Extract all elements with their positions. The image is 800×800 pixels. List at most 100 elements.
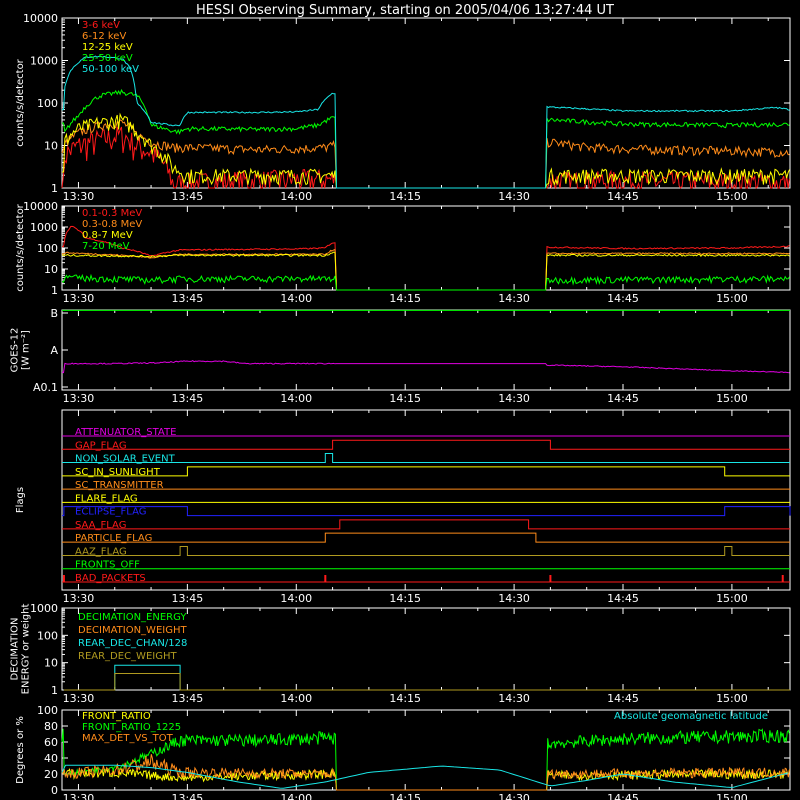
- ratios-annotation: Absolute geomagnetic latitude: [614, 711, 768, 722]
- goes-x-tick-label: 15:00: [716, 392, 748, 405]
- flag-label-GAP_FLAG: GAP_FLAG: [75, 440, 127, 451]
- lowE-legend-3-6 keV: 3-6 keV: [82, 20, 120, 31]
- decim-y-tick-label: 100: [37, 629, 58, 642]
- ratios-x-tick-label: 15:00: [716, 792, 748, 800]
- goes-y-tick-label: A: [50, 344, 58, 357]
- lowE-legend-6-12 keV: 6-12 keV: [82, 31, 126, 42]
- decim-legend-DECIMATION_ENERGY: DECIMATION_ENERGY: [78, 612, 187, 623]
- goes-x-tick-label: 13:45: [172, 392, 204, 405]
- flags-x-tick-label: 14:45: [607, 592, 639, 605]
- highE-y-tick-label: 1: [51, 284, 58, 297]
- ratios-x-tick-label: 14:30: [498, 792, 530, 800]
- decim-y-tick-label: 1000: [30, 602, 58, 615]
- decim-x-tick-label: 14:45: [607, 692, 639, 705]
- goes-x-tick-label: 14:30: [498, 392, 530, 405]
- flags-x-tick-label: 14:00: [280, 592, 312, 605]
- flag-line-AAZ_FLAG: [62, 545, 790, 556]
- highE-x-tick-label: 13:30: [63, 292, 95, 305]
- flags-frame: [61, 409, 791, 591]
- flag-line-SAA_FLAG: [62, 519, 790, 530]
- flags-x-tick-label: 13:45: [172, 592, 204, 605]
- flag-line-PARTICLE_FLAG: [62, 532, 790, 543]
- ratios-ylabel-line: Degrees or %: [15, 716, 26, 784]
- highE-x-tick-label: 14:30: [498, 292, 530, 305]
- lowE-y-tick-label: 10: [44, 140, 58, 153]
- goes-ylabel: GOES-12 [W m⁻²]: [10, 328, 32, 373]
- flag-line-GAP_FLAG: [62, 439, 790, 450]
- lowE-x-tick-label: 13:45: [172, 190, 204, 203]
- flag-line-SC_IN_SUNLIGHT: [62, 466, 790, 477]
- goes-x-tick-label: 13:30: [63, 392, 95, 405]
- flags-x-tick-label: 14:15: [389, 592, 421, 605]
- ratios-x-tick-label: 14:45: [607, 792, 639, 800]
- highE-x-tick-label: 14:45: [607, 292, 639, 305]
- lowE-x-tick-label: 14:00: [280, 190, 312, 203]
- goes-x-tick-label: 14:45: [607, 392, 639, 405]
- lowE-y-tick-label: 1: [51, 182, 58, 195]
- highE-series-7-20 MeV: [61, 273, 790, 291]
- highE-legend-0.1-0.3 MeV: 0.1-0.3 MeV: [82, 208, 142, 219]
- flag-label-BAD_PACKETS: BAD_PACKETS: [75, 573, 146, 584]
- decim-ylabel-line: DECIMATION: [10, 617, 21, 680]
- ratios-x-tick-label: 14:00: [280, 792, 312, 800]
- flag-label-NON_SOLAR_EVENT: NON_SOLAR_EVENT: [75, 454, 176, 465]
- lowE-y-tick-label: 1000: [30, 55, 58, 68]
- chart-title: HESSI Observing Summary, starting on 200…: [196, 3, 614, 18]
- decim-y-tick-label: 10: [44, 657, 58, 670]
- ratios-y-tick-label: 0: [51, 784, 58, 797]
- decim-x-tick-label: 14:15: [389, 692, 421, 705]
- ratios-y-tick-label: 100: [37, 704, 58, 717]
- ratios-series-MAX_DET_VS_TOT: [61, 754, 790, 791]
- highE-ylabel-line: counts/s/detector: [15, 203, 26, 291]
- flag-label-SC_TRANSMITTER: SC_TRANSMITTER: [75, 480, 164, 491]
- lowE-series-50-100 keV: [61, 55, 790, 189]
- highE-y-tick-label: 10: [44, 263, 58, 276]
- ratios-ylabel: Degrees or %: [15, 716, 26, 784]
- goes-y-tick-label: A0.1: [33, 381, 58, 394]
- flags-x-tick-label: 14:30: [498, 592, 530, 605]
- lowE-y-tick-label: 10000: [23, 12, 58, 25]
- decim-y-tick-label: 1: [51, 684, 58, 697]
- ratios-y-tick-label: 80: [44, 720, 58, 733]
- goes-x-tick-label: 14:15: [389, 392, 421, 405]
- ratios-y-tick-label: 40: [44, 752, 58, 765]
- flag-label-FLARE_FLAG: FLARE_FLAG: [75, 493, 138, 504]
- ratios-y-tick-label: 20: [44, 768, 58, 781]
- decim-x-tick-label: 15:00: [716, 692, 748, 705]
- ratios-legend-FRONT_RATIO_1225: FRONT_RATIO_1225: [82, 722, 181, 733]
- goes-ylabel-line: [W m⁻²]: [21, 330, 32, 370]
- ratios-series-geomag-lat: [61, 764, 789, 789]
- decim-ylabel: DECIMATION ENERGY or weight: [10, 604, 32, 695]
- highE-y-tick-label: 1000: [30, 221, 58, 234]
- highE-y-tick-label: 100: [37, 242, 58, 255]
- flags-x-tick-label: 15:00: [716, 592, 748, 605]
- ratios-legend-FRONT_RATIO: FRONT_RATIO: [82, 711, 151, 722]
- flag-label-PARTICLE_FLAG: PARTICLE_FLAG: [75, 533, 152, 544]
- highE-y-tick-label: 10000: [23, 200, 58, 213]
- flag-line-NON_SOLAR_EVENT: [62, 453, 790, 464]
- decim-x-tick-label: 14:00: [280, 692, 312, 705]
- flag-label-SAA_FLAG: SAA_FLAG: [75, 520, 126, 531]
- lowE-ylabel-line: counts/s/detector: [15, 58, 26, 146]
- goes-x-tick-label: 14:00: [280, 392, 312, 405]
- highE-ylabel: counts/s/detector: [15, 203, 26, 291]
- lowE-x-tick-label: 14:15: [389, 190, 421, 203]
- decim-series-REAR_DEC_WEIGHT: [63, 673, 790, 691]
- highE-x-tick-label: 14:00: [280, 292, 312, 305]
- flags-x-tick-label: 13:30: [63, 592, 95, 605]
- flag-label-AAZ_FLAG: AAZ_FLAG: [75, 546, 127, 557]
- lowE-x-tick-label: 15:00: [716, 190, 748, 203]
- decim-legend-DECIMATION_WEIGHT: DECIMATION_WEIGHT: [78, 625, 187, 636]
- goes-series-GOES low: [61, 360, 790, 374]
- goes-ylabel-line: GOES-12: [10, 328, 21, 373]
- flag-label-SC_IN_SUNLIGHT: SC_IN_SUNLIGHT: [75, 467, 161, 478]
- flag-label-ECLIPSE_FLAG: ECLIPSE_FLAG: [75, 507, 146, 518]
- ratios-x-tick-label: 13:45: [172, 792, 204, 800]
- lowE-y-tick-label: 100: [37, 97, 58, 110]
- ratios-x-tick-label: 14:15: [389, 792, 421, 800]
- decim-x-tick-label: 13:45: [172, 692, 204, 705]
- flags-ylabel: Flags: [15, 487, 26, 513]
- decim-x-tick-label: 14:30: [498, 692, 530, 705]
- flags-ylabel-line: Flags: [15, 487, 26, 513]
